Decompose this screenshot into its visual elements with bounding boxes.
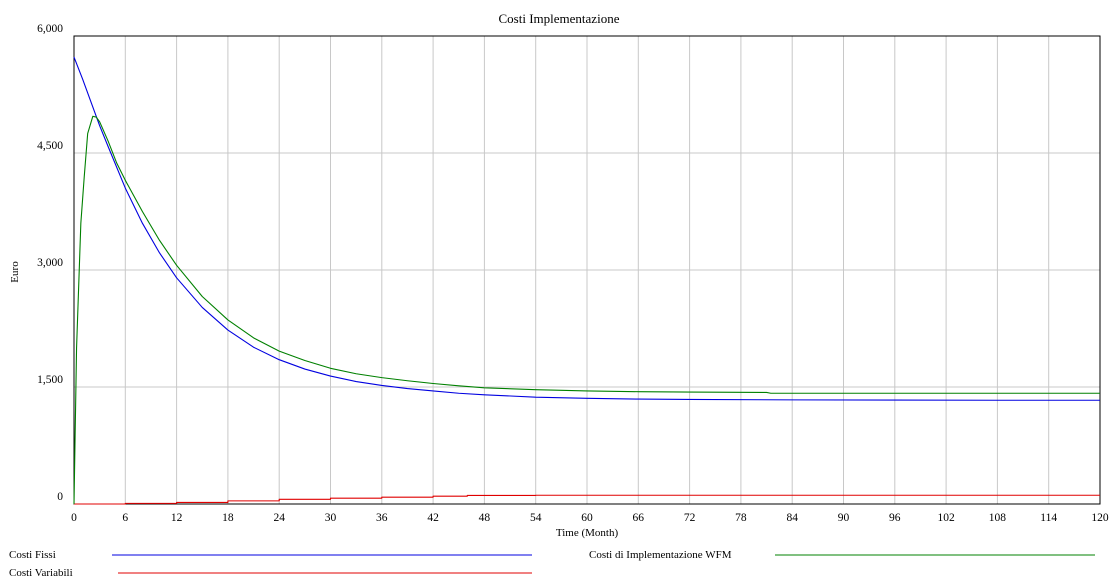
y-tick-label: 1,500 xyxy=(37,374,63,386)
chart-title: Costi Implementazione xyxy=(499,11,620,26)
series-line-0 xyxy=(73,56,1100,401)
x-tick-label: 102 xyxy=(937,512,955,524)
y-tick-label: 0 xyxy=(57,491,63,503)
x-tick-label: 0 xyxy=(71,512,77,524)
x-tick-label: 66 xyxy=(633,512,645,524)
x-tick-label: 108 xyxy=(989,512,1007,524)
x-tick-label: 18 xyxy=(222,512,234,524)
x-tick-label: 30 xyxy=(325,512,337,524)
y-tick-label: 3,000 xyxy=(37,257,63,269)
x-axis-label: Time (Month) xyxy=(556,527,619,539)
series-lines xyxy=(73,56,1100,505)
series-line-2 xyxy=(74,494,1100,505)
x-tick-label: 6 xyxy=(122,512,128,524)
x-tick-label: 78 xyxy=(735,512,747,524)
series-line-1 xyxy=(73,115,1100,505)
x-tick-label: 60 xyxy=(581,512,593,524)
x-tick-label: 24 xyxy=(273,512,285,524)
y-tick-label: 6,000 xyxy=(37,23,63,35)
x-tick-label: 12 xyxy=(171,512,183,524)
x-tick-label: 72 xyxy=(684,512,696,524)
x-tick-label: 96 xyxy=(889,512,901,524)
y-tick-labels: 0 1,500 3,000 4,500 6,000 xyxy=(37,23,63,503)
legend: Costi Fissi Costi di Implementazione WFM C… xyxy=(9,549,1095,579)
legend-label: Costi di Implementazione WFM xyxy=(589,549,732,561)
x-tick-label: 48 xyxy=(479,512,491,524)
plot-area-frame xyxy=(73,35,1101,505)
y-tick-label: 4,500 xyxy=(37,140,63,152)
x-tick-label: 84 xyxy=(786,512,798,524)
x-tick-label: 42 xyxy=(427,512,439,524)
x-tick-label: 90 xyxy=(838,512,850,524)
gridlines xyxy=(73,35,1101,505)
legend-label: Costi Variabili xyxy=(9,567,73,579)
legend-label: Costi Fissi xyxy=(9,549,56,561)
x-tick-label: 120 xyxy=(1091,512,1109,524)
x-tick-label: 54 xyxy=(530,512,542,524)
x-tick-label: 114 xyxy=(1040,512,1057,524)
x-tick-labels: 0 6 12 18 24 30 36 42 48 54 60 66 72 78 84 90 96 102 108 11… xyxy=(71,512,1109,524)
x-tick-label: 36 xyxy=(376,512,388,524)
y-axis-label: Euro xyxy=(9,261,21,283)
